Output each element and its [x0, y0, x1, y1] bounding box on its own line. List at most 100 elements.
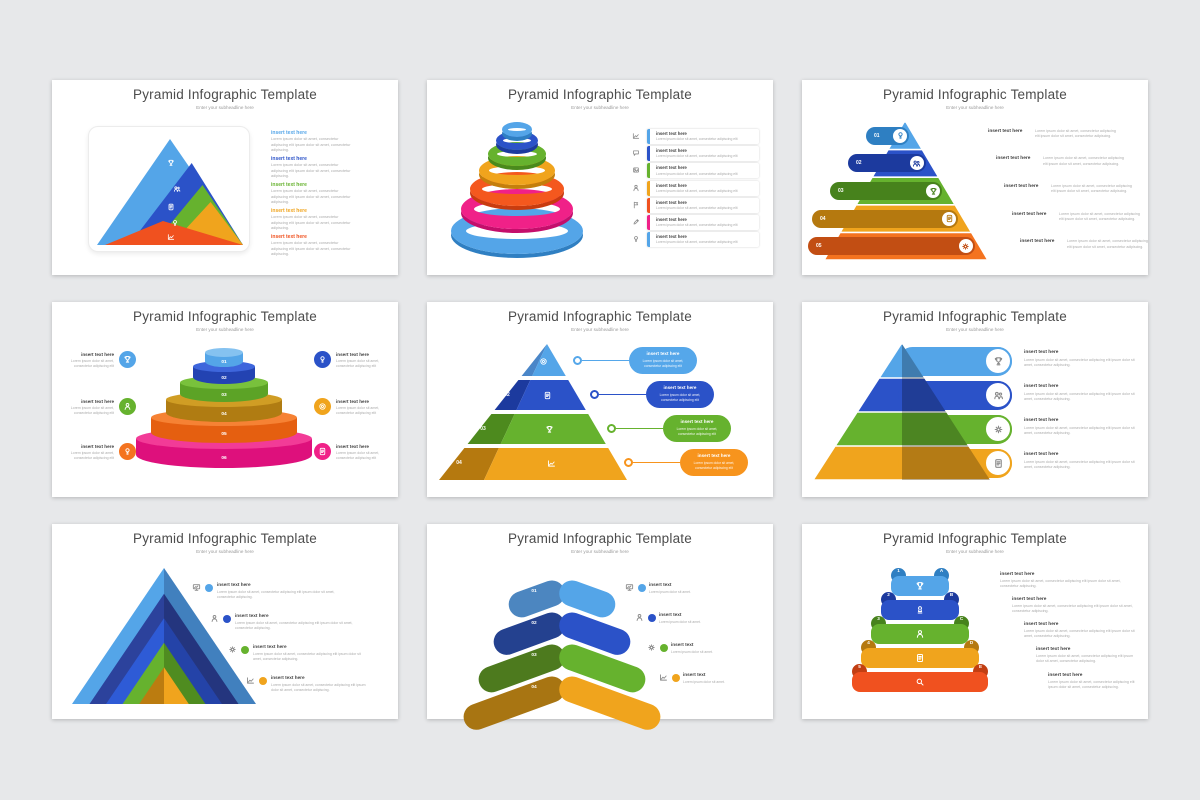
band-number: 01 [874, 132, 880, 139]
person-icon [635, 613, 644, 622]
slide-subtitle: Enter your subheadline here [571, 105, 629, 110]
slide-thumbnail-8[interactable]: Pyramid Infographic Template Enter your s… [427, 524, 773, 734]
chart-icon [167, 233, 175, 241]
item-row: insert text here Lorem ipsum dolor sit am… [1012, 212, 1141, 223]
slide-thumbnail-5[interactable]: Pyramid Infographic Template Enter your s… [427, 302, 773, 497]
pencil-icon [632, 218, 640, 226]
tier-number: 01 [221, 359, 227, 365]
item-label: insert text here [271, 208, 307, 214]
trophy-icon [123, 355, 132, 364]
slide-thumbnail-3[interactable]: Pyramid Infographic Template Enter your s… [802, 80, 1148, 275]
item-label: insert text here [1012, 211, 1047, 217]
slide-thumbnail-4[interactable]: Pyramid Infographic Template Enter your s… [52, 302, 398, 497]
chart-icon [659, 673, 668, 682]
slide-content: 04 03 02 01 insert text Lorem ipsum dolor sit… [427, 524, 773, 734]
tier-number: 03 [221, 393, 227, 398]
bar-letter: B [949, 591, 954, 597]
users-icon [993, 390, 1004, 401]
trophy-icon [929, 187, 938, 196]
item-desc: Lorem ipsum dolor sit amet, consectetur … [70, 405, 114, 415]
item-desc: Lorem ipsum dolor sit amet. [683, 679, 725, 684]
band-pill: 03 [830, 182, 942, 200]
slide-title: Pyramid Infographic Template [883, 87, 1067, 102]
flag-icon [632, 201, 640, 209]
color-bar [647, 180, 650, 196]
item-row: insert text here Lorem ipsum dolor sit am… [1004, 184, 1133, 195]
color-bar [647, 197, 650, 213]
tier-number: 06 [221, 456, 227, 461]
callout-pill: insert text here Lorem ipsum dolor sit am… [680, 449, 748, 476]
layer-number: 02 [531, 621, 537, 626]
slide-title: Pyramid Infographic Template [133, 87, 317, 102]
pill-circle [958, 239, 973, 254]
list-card: insert text here Lorem ipsum dolor sit am… [647, 215, 759, 230]
item-desc: Lorem ipsum dolor sit amet, consectetur … [336, 358, 380, 368]
slide-subtitle: Enter your subheadline here [946, 327, 1004, 332]
pill-circle [984, 415, 1012, 443]
slide-content: insert text here Lorem ipsum dolor sit am… [427, 80, 773, 275]
bar-number: 2 [887, 591, 890, 597]
slide-thumbnail-1[interactable]: Pyramid Infographic Template Enter your s… [52, 80, 398, 275]
item-dot [672, 673, 680, 682]
bar-letter: E [978, 663, 983, 669]
slide-thumbnail-6[interactable]: Pyramid Infographic Template Enter your s… [802, 302, 1148, 497]
bar-number: 5 [858, 663, 861, 669]
item-dot [638, 583, 646, 592]
item-label: insert text here [1024, 452, 1059, 457]
pill-circle [984, 347, 1012, 375]
item-desc: Lorem ipsum dolor sit amet. [649, 589, 691, 594]
slide-content: insert text here Lorem ipsum dolor sit am… [52, 80, 398, 275]
slide-thumbnail-7[interactable]: Pyramid Infographic Template Enter your s… [52, 524, 398, 719]
chart-icon [547, 459, 556, 468]
item-desc: Lorem ipsum dolor sit amet. [671, 649, 713, 654]
item-label: insert text [671, 642, 694, 647]
stack-bar [881, 600, 959, 620]
item-desc: Lorem ipsum dolor sit amet, consectetur … [253, 651, 361, 661]
item-label: insert text here [336, 352, 369, 357]
item-desc: Lorem ipsum dolor sit amet, consectetur … [1035, 128, 1116, 139]
list-card: insert text here Lorem ipsum dolor sit am… [647, 146, 759, 162]
item-desc: Lorem ipsum dolor sit amet, consectetur … [1067, 239, 1148, 249]
slide-title: Pyramid Infographic Template [883, 309, 1067, 324]
item-label: insert text here [271, 675, 305, 680]
band-pill: 05 [808, 237, 975, 256]
pill-circle [893, 128, 908, 143]
item-desc: Lorem ipsum dolor sit amet, consectetur … [1043, 156, 1124, 166]
chess-icon [915, 605, 925, 615]
band-pill: 01 [866, 126, 910, 145]
chat-icon [632, 149, 640, 157]
slide-thumbnail-9[interactable]: Pyramid Infographic Template Enter your s… [802, 524, 1148, 719]
person-icon [915, 629, 925, 639]
item-label: insert text [683, 672, 706, 677]
item-label: insert text here [656, 165, 687, 171]
slide-thumbnail-2[interactable]: Pyramid Infographic Template Enter your s… [427, 80, 773, 275]
slide-content: 01 02 03 04 05 insert text here Lorem ipsum do… [802, 80, 1148, 275]
layer-number: 02 [504, 392, 510, 398]
item-label: insert text here [1024, 418, 1059, 423]
list-card: insert text here Lorem ipsum dolor sit am… [647, 232, 759, 248]
callout-line [599, 393, 646, 396]
item-desc: Lorem ipsum dolor sit amet, consectetur … [1024, 358, 1135, 368]
item-circle [314, 351, 331, 368]
document-icon [915, 653, 925, 663]
item-desc: Lorem ipsum dolor sit amet, consectetur … [656, 171, 738, 176]
slide-subtitle: Enter your subheadline here [196, 327, 254, 332]
item-label: insert text here [656, 148, 687, 154]
item-row: insert text here Lorem ipsum dolor sit am… [988, 129, 1117, 140]
item-desc: Lorem ipsum dolor sit amet, consectetur … [1059, 211, 1140, 221]
person-icon [123, 402, 132, 411]
item-row: insert text here Lorem ipsum dolor sit am… [1020, 239, 1149, 250]
pill-circle [942, 211, 957, 226]
item-label: insert text here [1004, 184, 1039, 189]
layer-number: 01 [527, 358, 533, 364]
item-label: insert text [649, 582, 672, 587]
item-label: insert text here [336, 444, 369, 449]
color-bar [647, 129, 650, 144]
pill-circle [984, 449, 1012, 477]
item-desc: Lorem ipsum dolor sit amet, consectetur … [1000, 579, 1121, 589]
triangle-stack [97, 135, 243, 245]
list-card: insert text here Lorem ipsum dolor sit am… [647, 180, 759, 196]
item-label: insert text here [271, 234, 307, 240]
item-label: insert text here [1000, 572, 1035, 577]
